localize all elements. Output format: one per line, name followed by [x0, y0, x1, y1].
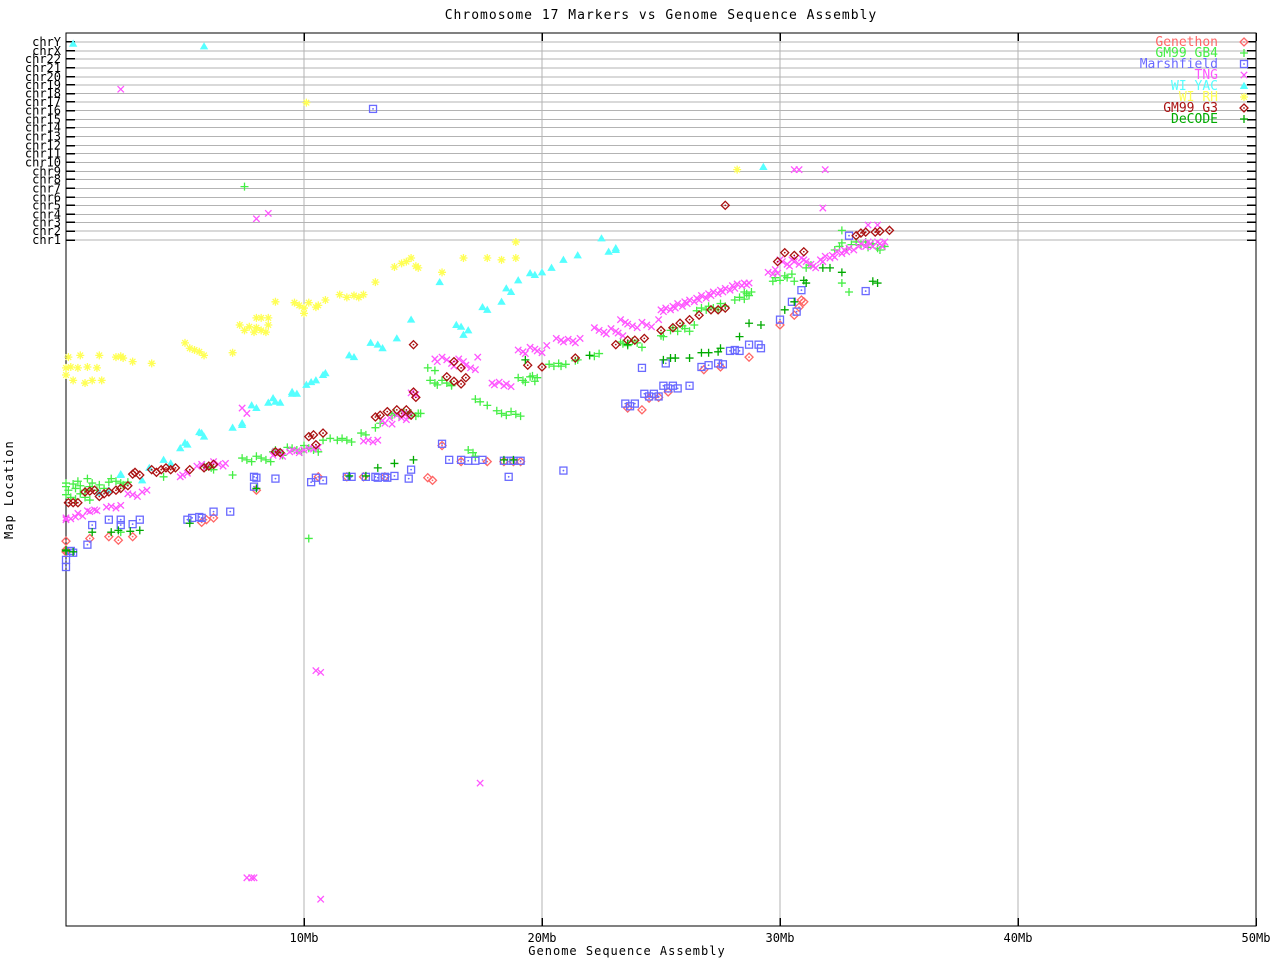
legend-label: TNG [1195, 68, 1219, 83]
chromosome-label: chr18 [25, 87, 61, 101]
legend-label: DeCODE [1171, 112, 1218, 127]
plot-border [65, 32, 1257, 927]
chromosome-label: chr22 [25, 52, 61, 66]
gridlines [303, 33, 1019, 926]
chromosome-label: chr1 [32, 233, 61, 247]
chromosome-label: chr16 [25, 104, 61, 118]
legend-label: GM99 GB4 [1155, 46, 1218, 61]
series-genethon [61, 295, 809, 557]
chromosome-label: chr6 [32, 190, 61, 204]
series-tng [62, 85, 889, 903]
chromosome-label: chr5 [32, 198, 61, 212]
chromosome-label: chr7 [32, 181, 61, 195]
legend-label: Genethon [1155, 35, 1218, 50]
chromosome-label: chr9 [32, 164, 61, 178]
chromosome-label: chr4 [32, 207, 61, 221]
chromosome-label: chr14 [25, 121, 61, 135]
x-tick-label: 50Mb [1242, 931, 1271, 945]
series-gm99-g3 [63, 200, 895, 508]
chromosome-label: chr15 [25, 113, 61, 127]
chromosome-label: chr2 [32, 224, 61, 238]
chromosome-label: chr3 [32, 215, 61, 229]
x-axis-label: Genome Sequence Assembly [528, 944, 726, 958]
chart-title: Chromosome 17 Markers vs Genome Sequence… [444, 8, 878, 23]
series-decode [62, 263, 882, 556]
legend-label: Marshfield [1140, 57, 1218, 72]
chromosome-label: chr11 [25, 147, 61, 161]
x-tick-label: 40Mb [1004, 931, 1033, 945]
chromosome-label: chrX [32, 44, 62, 58]
chromosome-label: chr13 [25, 130, 61, 144]
series-wi-rh [62, 98, 742, 388]
chromosome-rows: chrYchrXchr22chr21chr20chr19chr18chr17ch… [25, 35, 1256, 247]
x-tick-label: 30Mb [766, 931, 795, 945]
chromosome-label: chr20 [25, 70, 61, 84]
series-marshfield [61, 104, 870, 572]
chromosome-label: chr10 [25, 155, 61, 169]
x-tick-label: 10Mb [290, 931, 319, 945]
legend-label: GM99 G3 [1163, 101, 1218, 116]
legend-label: WI RH [1179, 90, 1218, 105]
chromosome-label: chrY [32, 35, 62, 49]
chromosome-label: chr17 [25, 95, 61, 109]
legend-label: WI YAC [1171, 79, 1218, 94]
series-gm99-gb4 [62, 182, 889, 543]
chromosome-label: chr12 [25, 139, 61, 153]
x-axis-ticks: 10Mb 20Mb 30Mb 40Mb 50Mb [290, 33, 1271, 945]
chromosome-label: chr8 [32, 172, 61, 186]
series-wi-yac [68, 39, 768, 496]
chromosome-label: chr19 [25, 78, 61, 92]
chromosome-label: chr21 [25, 61, 61, 75]
x-tick-label: 20Mb [528, 931, 557, 945]
